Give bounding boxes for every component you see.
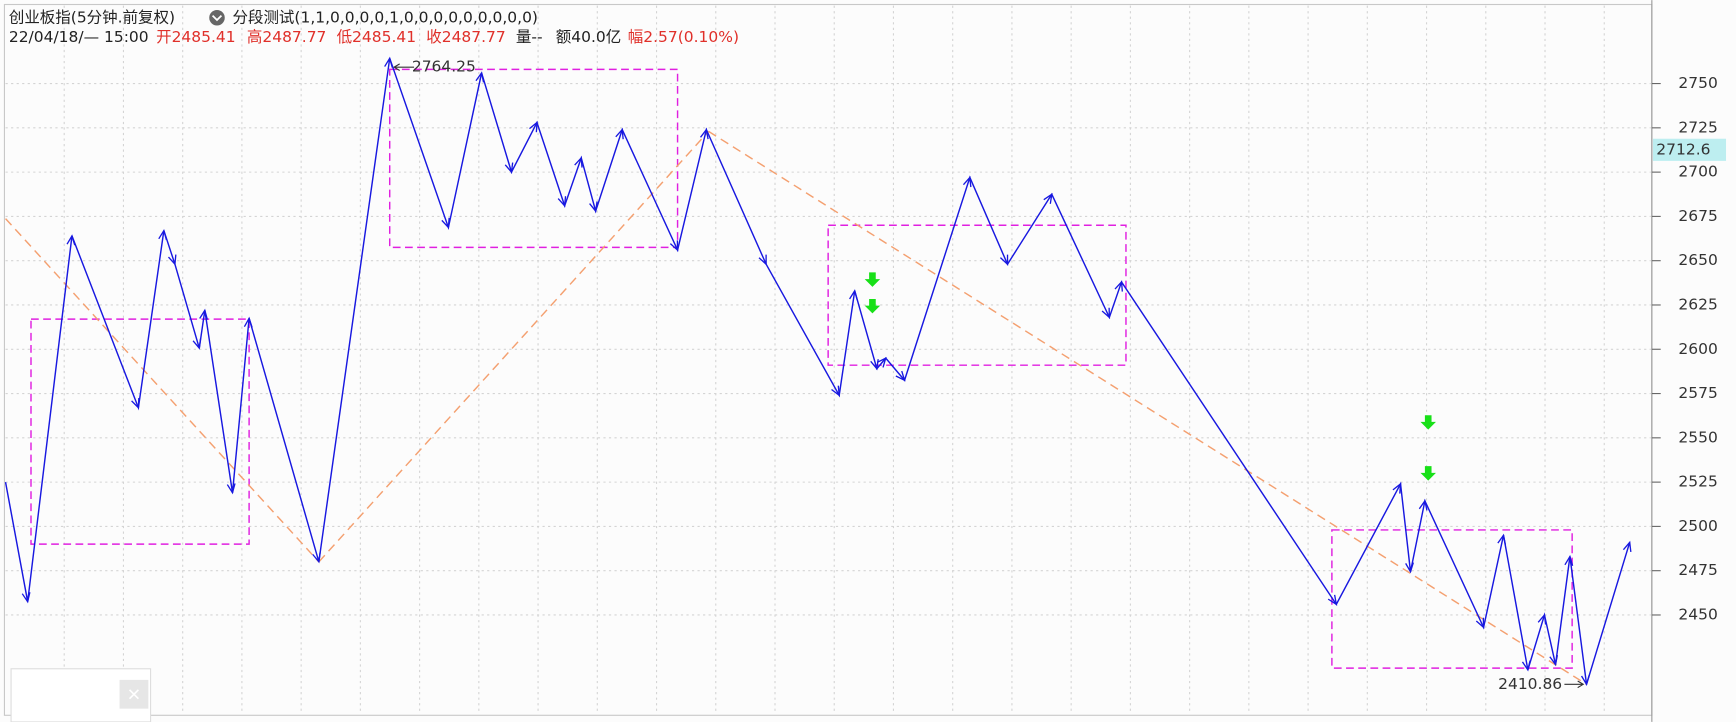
- zigzag-arrowhead: [589, 201, 598, 213]
- trend-line: [708, 130, 1587, 685]
- trend-line: [5, 218, 320, 563]
- current-price-label: 2712.6: [1656, 140, 1710, 158]
- signal-arrow: [1420, 466, 1436, 481]
- zigzag-arrowhead: [699, 127, 709, 140]
- zigzag-arrowhead: [1580, 674, 1590, 686]
- zigzag-arrowhead: [529, 121, 538, 133]
- trend-line: [318, 130, 710, 563]
- annotation-arrow: [1564, 680, 1585, 689]
- close-icon: [128, 689, 139, 700]
- y-tick-label: 2500: [1678, 517, 1717, 535]
- y-tick-label: 2525: [1678, 473, 1717, 491]
- zigzag-arrowhead: [1497, 533, 1507, 545]
- zigzag-arrowhead: [574, 156, 583, 168]
- zigzag-arrowhead: [243, 316, 253, 328]
- zigzag-arrowhead: [615, 128, 624, 140]
- zigzag-arrowhead: [312, 552, 321, 564]
- zigzag-arrowhead: [895, 370, 906, 382]
- signal-arrows: [864, 272, 1436, 481]
- zigzag-arrowhead: [1475, 617, 1485, 629]
- zigzag-arrowhead: [758, 254, 767, 266]
- zigzag-arrowhead: [1521, 660, 1531, 672]
- low-annotation: 2410.86: [1498, 675, 1562, 693]
- zigzag-arrowhead: [1418, 499, 1428, 511]
- y-tick-label: 2625: [1678, 295, 1717, 313]
- zigzag-arrowhead: [669, 240, 679, 252]
- zigzag-arrowhead: [66, 234, 76, 246]
- zigzag-arrowhead: [167, 254, 177, 266]
- zigzag-arrowhead: [475, 71, 485, 83]
- volume: 量--: [516, 28, 543, 46]
- amount: 额40.0亿: [556, 28, 621, 46]
- grid: 2450 2475 2500 2525 2550 2575 2600 2625 2650 2675…: [5, 5, 1718, 715]
- zigzag-arrowhead: [849, 289, 858, 301]
- zigzag-arrowhead: [21, 592, 31, 604]
- zigzag-arrowhead: [1549, 654, 1559, 667]
- signal-arrow: [1420, 415, 1436, 430]
- zigzag-arrowhead: [1114, 280, 1123, 292]
- zigzag-arrowhead: [962, 175, 972, 188]
- zigzag-arrowhead: [1392, 482, 1402, 494]
- bar-time: 22/04/18/— 15:00: [9, 28, 149, 46]
- zigzag-arrowhead: [1101, 307, 1111, 319]
- indicator-icon-chevron: [211, 14, 223, 22]
- marks: 2764.25 2410.86: [4, 56, 1632, 693]
- high-annotation: 2764.25: [412, 58, 476, 76]
- zigzag-arrowhead: [831, 385, 841, 397]
- current-price-tag: [1652, 138, 1727, 161]
- indicator-icon: [209, 10, 225, 26]
- zigzag-arrowhead: [192, 338, 202, 350]
- y-tick-label: 2450: [1678, 605, 1717, 623]
- y-tick-label: 2675: [1678, 207, 1717, 225]
- segment-box: [30, 318, 250, 545]
- y-tick-label: 2475: [1678, 561, 1717, 579]
- zigzag-arrowhead: [1622, 540, 1632, 553]
- y-tick-label: 2725: [1678, 118, 1717, 136]
- indicator-name: 分段测试(1,1,0,0,0,0,1,0,0,0,0,0,0,0,0,0): [233, 8, 538, 26]
- zigzag-arrowhead: [384, 56, 393, 68]
- low-price: 低2485.41: [337, 28, 417, 46]
- y-tick-label: 2550: [1678, 428, 1717, 446]
- segment-box: [827, 224, 1127, 366]
- signal-arrow: [864, 299, 881, 314]
- zigzag-arrowhead: [226, 483, 236, 495]
- y-tick-label: 2600: [1678, 340, 1717, 358]
- segment-box: [388, 68, 679, 249]
- annotation-arrow: [393, 63, 415, 71]
- zigzag-arrowhead: [131, 398, 140, 410]
- zigzag-arrowhead: [1405, 562, 1414, 574]
- y-tick-label: 2650: [1678, 251, 1717, 269]
- zigzag-arrowhead: [1564, 554, 1574, 566]
- segment-box: [1331, 529, 1573, 669]
- y-tick-label: 2575: [1678, 384, 1717, 402]
- zigzag-arrowhead: [876, 356, 887, 368]
- zigzag-arrowhead: [1327, 594, 1338, 606]
- y-tick-label: 2700: [1678, 163, 1717, 181]
- close-price: 收2487.77: [426, 28, 506, 46]
- chart-title: 创业板指(5分钟.前复权): [9, 8, 175, 26]
- zigzag-arrowhead: [999, 254, 1009, 266]
- zigzag-arrowhead: [1537, 613, 1547, 625]
- y-tick-label: 2750: [1678, 74, 1717, 92]
- change: 幅2.57(0.10%): [628, 28, 739, 46]
- zigzag-arrowhead: [1043, 192, 1053, 204]
- high-price: 高2487.77: [247, 28, 327, 46]
- open-price: 开2485.41: [156, 28, 236, 46]
- zigzag-arrowhead: [504, 162, 514, 174]
- zigzag-arrowhead: [441, 217, 450, 230]
- zigzag-arrowhead: [199, 308, 209, 320]
- zigzag-arrowhead: [158, 228, 168, 241]
- signal-arrow: [864, 272, 881, 287]
- zigzag-arrowhead: [557, 196, 567, 208]
